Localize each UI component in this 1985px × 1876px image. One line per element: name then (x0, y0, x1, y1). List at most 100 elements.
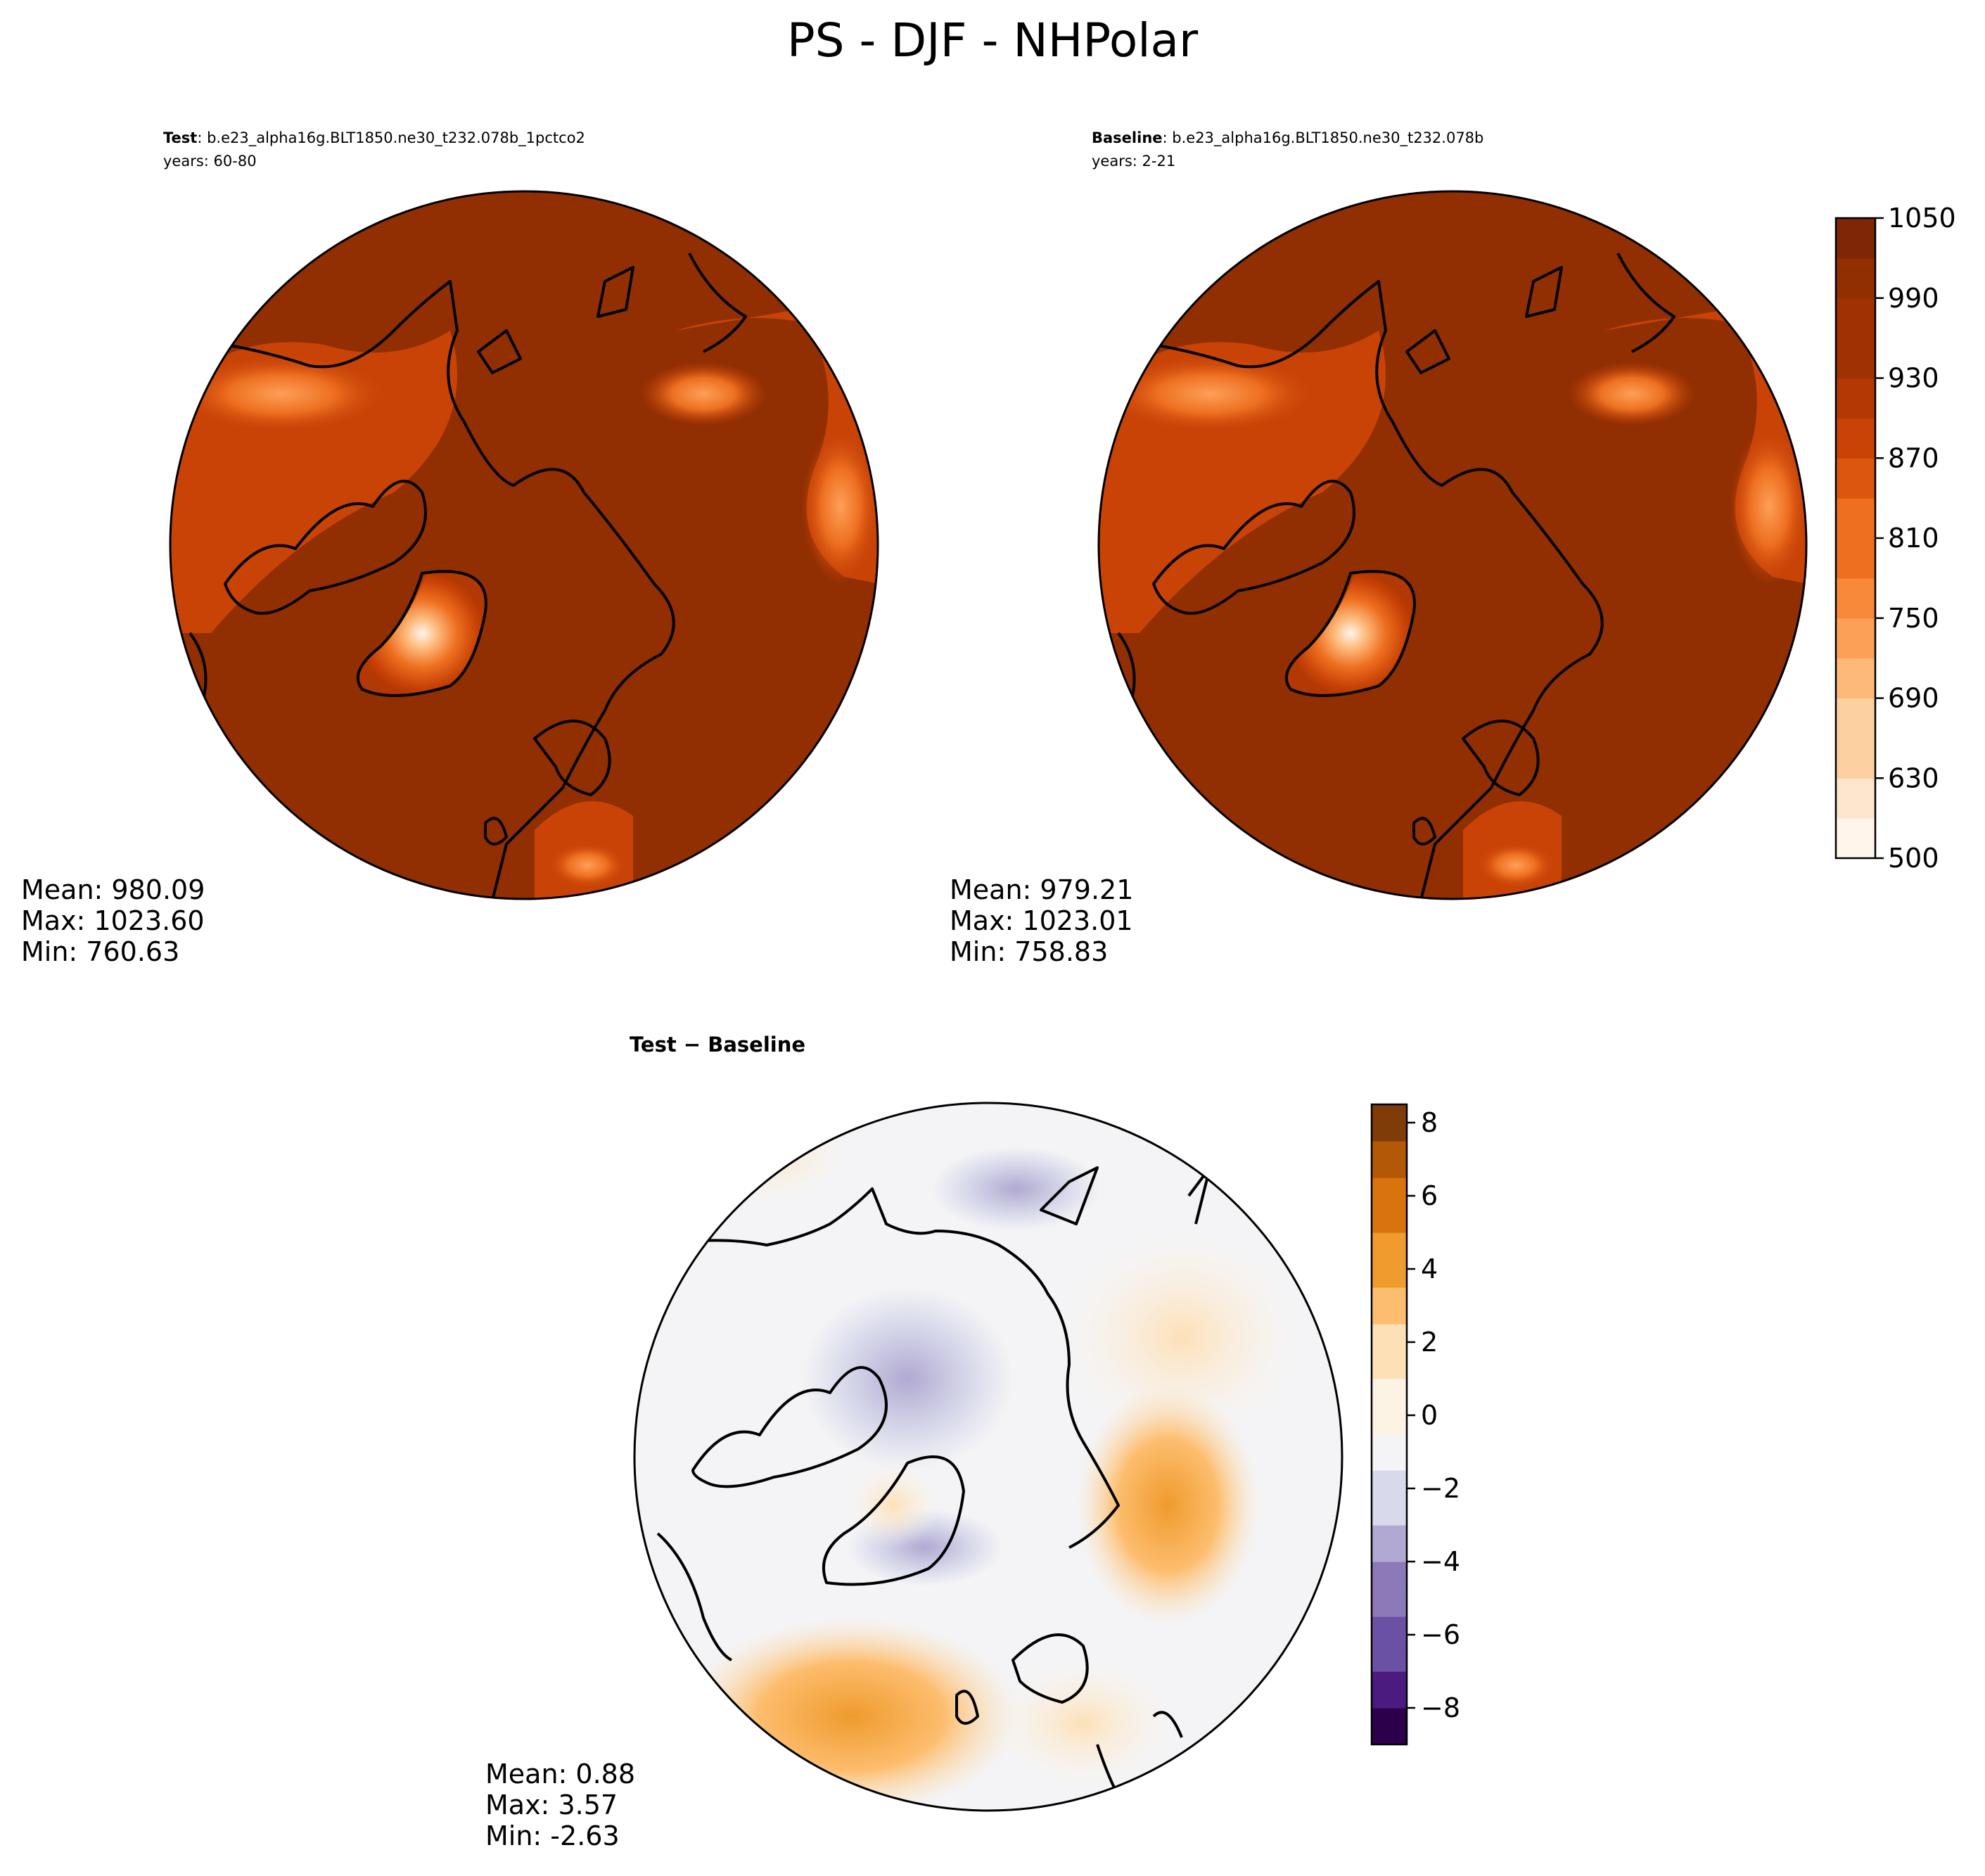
pressure-colorbar-tick-label: 1050 (1888, 203, 1956, 234)
baseline-canada-arch-coast (1152, 480, 1355, 615)
diff-novaya-coast (1040, 1166, 1099, 1225)
diff-peach-south (992, 1660, 1175, 1787)
test-stat-min: Min: 760.63 (21, 936, 179, 967)
diff-stat-max: Max: 3.57 (485, 1789, 618, 1820)
difference-colorbar-tick-label: 2 (1421, 1327, 1438, 1358)
baseline-bering-coast (1616, 253, 1676, 353)
baseline-eurasia-coast (1153, 280, 1604, 899)
difference-colorbar-segment (1372, 1232, 1407, 1251)
diff-stat-mean: Mean: 0.88 (485, 1759, 635, 1789)
pressure-colorbar-tick-label: 990 (1888, 283, 1939, 314)
pressure-colorbar-tick-label: 930 (1888, 363, 1939, 394)
diff-peach-greenland (848, 1463, 939, 1548)
test-eurasia-coast (224, 280, 675, 899)
difference-colorbar-segment (1372, 1488, 1407, 1507)
pressure-colorbar-segment (1836, 378, 1875, 419)
diff-greenland-coast (822, 1455, 965, 1586)
baseline-britain-coast (1412, 817, 1436, 846)
difference-colorbar-frame (1370, 1103, 1408, 1746)
difference-colorbar-segment (1372, 1178, 1407, 1197)
baseline-greenland-coast (1284, 570, 1416, 697)
difference-colorbar-segment (1372, 1397, 1407, 1416)
difference-colorbar-segment (1372, 1671, 1407, 1690)
test-map-boundary (169, 190, 879, 900)
baseline-tibet-low (1477, 843, 1555, 888)
difference-colorbar-tick-label: −2 (1421, 1473, 1460, 1504)
difference-colorbar-segment (1372, 1434, 1407, 1453)
test-rockies-low (802, 429, 878, 584)
difference-colorbar-segment (1372, 1562, 1407, 1581)
test-label-bold: Test (163, 129, 197, 146)
diff-canada-arch-coast (691, 1366, 888, 1488)
difference-colorbar-segment (1372, 1452, 1407, 1471)
difference-colorbar-segment (1372, 1287, 1407, 1306)
pressure-colorbar-segment (1836, 738, 1875, 779)
diff-panel-label: Test − Baseline (630, 1033, 805, 1057)
difference-colorbar-tick-label: 4 (1421, 1253, 1438, 1284)
pressure-colorbar-tick-label: 750 (1888, 603, 1939, 634)
test-stat-max: Max: 1023.60 (21, 905, 205, 936)
difference-colorbar-segment (1372, 1598, 1407, 1617)
diff-orange-south (682, 1618, 1020, 1811)
difference-colorbar-segment (1372, 1379, 1407, 1398)
difference-colorbar-segment (1372, 1123, 1407, 1142)
baseline-siberia-low (1104, 355, 1315, 433)
test-panel-label: Test: b.e23_alpha16g.BLT1850.ne30_t232.0… (163, 129, 585, 147)
difference-colorbar-segment (1372, 1616, 1407, 1635)
difference-colorbar-tick-label: 6 (1421, 1180, 1438, 1211)
baseline-panel-label: Baseline: b.e23_alpha16g.BLT1850.ne30_t2… (1092, 129, 1483, 147)
baseline-stat-max: Max: 1023.01 (950, 905, 1133, 936)
test-panel: Test: b.e23_alpha16g.BLT1850.ne30_t232.0… (21, 129, 879, 967)
baseline-label-rest: : b.e23_alpha16g.BLT1850.ne30_t232.078b (1163, 129, 1484, 147)
test-scandinavia-coast (533, 720, 611, 796)
baseline-label-bold: Baseline (1092, 129, 1163, 146)
diff-coastlines (656, 1166, 1211, 1809)
diff-peach-east (1062, 1231, 1301, 1442)
test-siberia-low (176, 355, 387, 433)
pressure-colorbar-segment (1836, 618, 1875, 659)
colorbar-pressure: 1050 990 930 870 810 750 690 630 500 (1834, 203, 1956, 874)
figure-title: PS - DJF - NHPolar (787, 13, 1199, 68)
test-britain-coast (484, 817, 508, 846)
difference-colorbar-segment (1372, 1726, 1407, 1745)
difference-colorbar-segment (1372, 1159, 1407, 1178)
difference-colorbar-segment (1372, 1324, 1407, 1343)
baseline-hudson-coast (1117, 632, 1136, 697)
difference-colorbar-segment (1372, 1196, 1407, 1215)
diff-eurasia-coast (685, 1187, 1120, 1549)
test-novaya-coast (596, 266, 634, 318)
difference-colorbar-segment (1372, 1251, 1407, 1270)
difference-colorbar-tick-label: 0 (1421, 1400, 1438, 1431)
pressure-colorbar-segment (1836, 818, 1875, 859)
test-tibet-low (549, 843, 626, 888)
test-bering-coast (688, 253, 747, 353)
difference-colorbar-segment (1372, 1525, 1407, 1544)
baseline-taymyr-coast (1405, 329, 1450, 374)
pressure-colorbar-segment (1836, 257, 1875, 299)
difference-colorbar-segment (1372, 1141, 1407, 1160)
diff-labrador-coast (656, 1532, 733, 1661)
difference-colorbar-segment (1372, 1104, 1407, 1123)
pressure-colorbar-segment (1836, 338, 1875, 379)
colorbar-difference: 8 6 4 2 0 −2 −4 −6 −8 (1370, 1103, 1460, 1746)
test-taymyr-coast (477, 329, 522, 374)
diff-purple-pole (802, 1287, 1013, 1470)
test-coastlines (189, 253, 747, 899)
difference-colorbar-segment (1372, 1653, 1407, 1672)
difference-colorbar-segment (1372, 1507, 1407, 1526)
difference-colorbar-tick-label: −4 (1421, 1546, 1460, 1577)
test-hudson-coast (189, 632, 208, 697)
baseline-alaska-low (1569, 362, 1695, 426)
pressure-colorbar-segment (1836, 298, 1875, 339)
pressure-colorbar-segment (1836, 218, 1875, 259)
test-stat-mean: Mean: 980.09 (21, 874, 205, 905)
test-alaska-low (640, 362, 767, 426)
baseline-stat-min: Min: 758.83 (950, 936, 1108, 967)
difference-colorbar-segment (1372, 1214, 1407, 1233)
pressure-colorbar-segment (1836, 538, 1875, 579)
test-label-rest: : b.e23_alpha16g.BLT1850.ne30_t232.078b_… (197, 129, 585, 147)
difference-colorbar-segment (1372, 1580, 1407, 1599)
diff-baltic-coast (1152, 1711, 1183, 1738)
baseline-map-boundary (1097, 190, 1808, 900)
difference-colorbar-segment (1372, 1470, 1407, 1489)
